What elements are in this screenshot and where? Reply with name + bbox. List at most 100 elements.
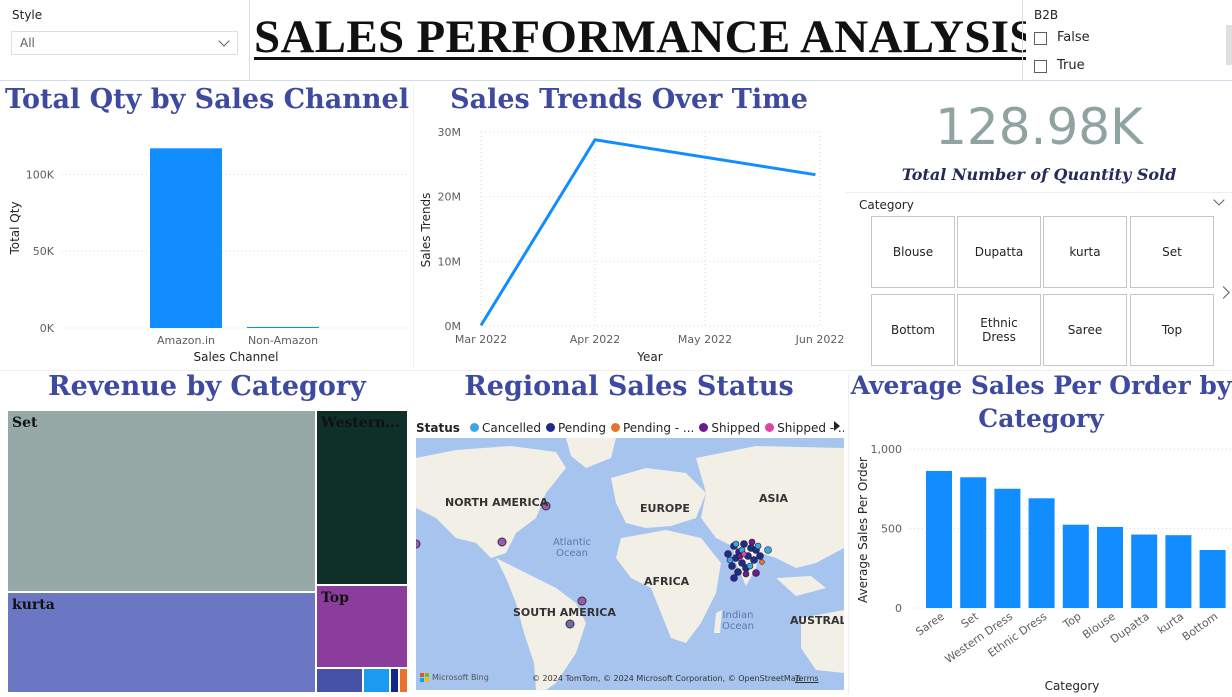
header-divider-left (249, 0, 250, 80)
category-tile-label: Top (1161, 323, 1183, 337)
avg-y-tick: 0 (895, 602, 902, 615)
category-chevron-down-icon[interactable] (1213, 194, 1225, 206)
world-map[interactable]: NORTH AMERICA EUROPE ASIA Atlantic Ocean… (416, 438, 844, 690)
sales-trend-chart: 0M 10M 20M 30M Mar 2022 Apr 2022 May 2022 Jun 2… (419, 126, 845, 364)
category-tile[interactable]: Blouse (871, 216, 955, 288)
qty-bar[interactable] (247, 326, 319, 328)
category-tile[interactable]: Top (1130, 294, 1214, 366)
legend-label: Shipped - ... (777, 420, 844, 435)
trend-x-axis-title: Year (636, 350, 662, 364)
map-terms-link[interactable]: Terms (795, 674, 819, 683)
qty-y-tick: 100K (26, 168, 55, 181)
avg-bar[interactable] (960, 477, 987, 608)
avg-bar[interactable] (1028, 498, 1055, 608)
avg-y-tick: 500 (881, 523, 902, 536)
treemap-cell-small-3[interactable] (390, 668, 399, 693)
category-tile-label: Dupatta (974, 245, 1024, 259)
b2b-true-checkbox[interactable] (1034, 60, 1047, 73)
legend-label: Pending - ... (622, 420, 695, 435)
b2b-slicer: B2B False True (1026, 0, 1232, 80)
treemap-label-western: Western... (321, 415, 400, 431)
qty-by-channel-chart: 0K 50K 100K Amazon.in Non-Amazon Sales Chann… (8, 148, 408, 364)
treemap-cell-small-4[interactable] (399, 668, 408, 693)
avg-x-tick: Top (1060, 610, 1083, 632)
legend-item[interactable]: Shipped (699, 421, 760, 435)
treemap-cell-western[interactable]: Western... (316, 410, 408, 585)
trend-line[interactable] (479, 138, 816, 327)
trend-chart-title: Sales Trends Over Time (450, 84, 808, 115)
revenue-treemap: Set Western... kurta Top (7, 410, 408, 693)
map-label-indian: Indian Ocean (722, 610, 754, 632)
treemap-label-kurta: kurta (12, 597, 55, 613)
legend-dot-icon (610, 423, 620, 432)
legend-title: Status (416, 421, 460, 435)
legend-dot-icon (546, 423, 555, 432)
category-tile[interactable]: Ethnic Dress (957, 294, 1041, 366)
avg-bar[interactable] (926, 470, 952, 608)
b2b-scrollbar[interactable] (1226, 25, 1232, 65)
style-slicer-label: Style (12, 8, 43, 22)
legend-item[interactable]: Pending (546, 421, 606, 435)
page-title: SALES PERFORMANCE ANALYSIS (254, 11, 1036, 63)
trend-y-axis-title: Sales Trends (419, 193, 433, 268)
avg-x-tick: Set (959, 609, 982, 630)
avg-chart-title-line1: Average Sales Per Order by (850, 371, 1232, 400)
category-tile-label: Set (1162, 245, 1182, 259)
map-label-europe: EUROPE (640, 502, 690, 515)
legend-label: Pending (558, 420, 606, 435)
map-land (416, 438, 844, 690)
trend-x-tick: Jun 2022 (795, 333, 845, 346)
category-tile[interactable]: Dupatta (957, 216, 1041, 288)
avg-chart-title-line2: Category (978, 404, 1104, 433)
header-bottom-border (0, 80, 1232, 81)
trend-y-tick: 30M (438, 126, 462, 139)
legend-item[interactable]: Shipped - ... (765, 421, 844, 435)
b2b-false-checkbox[interactable] (1034, 32, 1047, 45)
legend-dot-icon (765, 423, 775, 432)
treemap-cell-kurta[interactable]: kurta (7, 592, 316, 693)
header-divider-right (1022, 0, 1023, 80)
map-legend: Status Cancelled Pending Pending - ... Ship… (416, 417, 844, 436)
category-tile[interactable]: Saree (1043, 294, 1127, 366)
avg-bar[interactable] (1165, 535, 1192, 608)
bing-logo: Microsoft Bing (420, 673, 489, 682)
qty-x-axis-title: Sales Channel (193, 350, 278, 364)
trend-x-tick: Apr 2022 (570, 333, 621, 346)
qty-y-axis-title: Total Qty (8, 201, 22, 255)
chevron-right-icon[interactable] (1217, 286, 1230, 299)
legend-item[interactable]: Cancelled (470, 421, 541, 435)
avg-bar[interactable] (1199, 549, 1226, 608)
avg-bar[interactable] (1062, 524, 1089, 608)
row-divider (0, 370, 1232, 371)
trend-x-tick: Mar 2022 (455, 333, 507, 346)
avg-x-tick: Ethnic Dress (986, 610, 1050, 660)
qty-x-tick: Non-Amazon (248, 334, 318, 347)
treemap-cell-small-2[interactable] (363, 668, 390, 693)
avg-bar[interactable] (1131, 534, 1158, 608)
legend-next-icon[interactable] (834, 421, 840, 431)
avg-y-axis-title: Average Sales Per Order (856, 457, 870, 603)
map-label-north-america: NORTH AMERICA (445, 496, 549, 509)
b2b-slicer-label: B2B (1034, 8, 1059, 22)
qty-chart-title: Total Qty by Sales Channel (4, 84, 409, 115)
trend-y-tick: 0M (445, 320, 462, 333)
treemap-cell-set[interactable]: Set (7, 410, 316, 592)
map-label-africa: AFRICA (644, 575, 690, 588)
category-tile[interactable]: Bottom (871, 294, 955, 366)
category-tile[interactable]: Set (1130, 216, 1214, 288)
legend-item[interactable]: Pending - ... (610, 420, 695, 435)
style-dropdown[interactable]: All (11, 31, 238, 55)
category-tile-label: Blouse (892, 245, 934, 259)
b2b-false-label: False (1057, 30, 1090, 45)
avg-bar[interactable] (994, 488, 1021, 608)
avg-bar[interactable] (1097, 526, 1123, 608)
trend-y-tick: 10M (438, 255, 462, 268)
category-tile[interactable]: kurta (1043, 216, 1127, 288)
avg-x-tick: Dupatta (1108, 610, 1152, 646)
treemap-cell-top[interactable]: Top (316, 585, 408, 668)
qty-y-tick: 50K (33, 245, 55, 258)
chevron-down-icon (218, 35, 230, 47)
qty-bar[interactable] (150, 148, 222, 328)
treemap-cell-small-1[interactable] (316, 668, 363, 693)
regional-chart-title: Regional Sales Status (464, 371, 794, 402)
